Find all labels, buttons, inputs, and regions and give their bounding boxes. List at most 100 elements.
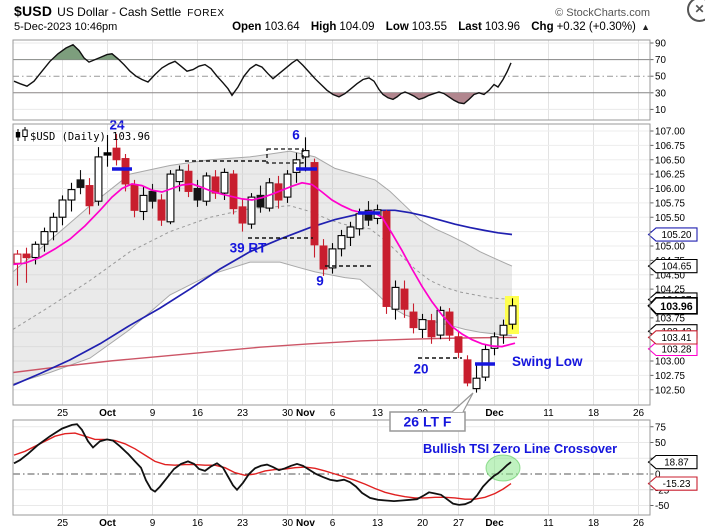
svg-text:75: 75: [655, 422, 666, 433]
svg-text:18.87: 18.87: [664, 458, 689, 469]
count-label: 6: [292, 128, 300, 143]
high-value: 104.09: [339, 21, 375, 33]
sma50-line: [12, 209, 513, 386]
candle-body: [283, 173, 292, 198]
svg-text:102.75: 102.75: [655, 371, 686, 382]
close-icon[interactable]: ✕: [687, 0, 705, 22]
low-label: Low: [385, 21, 409, 33]
copyright: © StockCharts.com: [555, 7, 650, 19]
svg-text:26: 26: [633, 408, 645, 419]
candle-body: [220, 171, 229, 194]
candle-body: [508, 305, 517, 325]
svg-text:103.00: 103.00: [655, 357, 686, 368]
open-value: 103.64: [264, 21, 300, 33]
panel-border: [12, 39, 651, 121]
candle-body: [238, 206, 247, 224]
candle-body: [490, 336, 499, 349]
candle-body: [436, 309, 445, 336]
up-triangle-icon: ▲: [641, 22, 650, 32]
candle-body: [166, 173, 175, 223]
band-upper: [12, 150, 513, 273]
candle-body: [157, 199, 166, 221]
candle-body: [103, 152, 112, 156]
exchange-label: FOREX: [187, 8, 225, 19]
svg-text:Nov: Nov: [296, 408, 315, 419]
candle-body: [355, 213, 364, 230]
callout-26ltf: 26 LT F: [389, 392, 474, 432]
candle-body: [31, 243, 40, 259]
svg-text:11: 11: [543, 518, 554, 529]
svg-text:27: 27: [453, 518, 465, 529]
open-label: Open: [232, 21, 262, 33]
momentum-line: [13, 43, 512, 105]
high-label: High: [310, 21, 337, 33]
svg-text:18: 18: [588, 408, 600, 419]
candle-body: [391, 286, 400, 310]
svg-text:26: 26: [633, 518, 645, 529]
last-value: 103.96: [484, 21, 521, 33]
svg-text:6: 6: [330, 408, 336, 419]
price-panel: 24 6 39 RT 9 20 Swing Low $USD (Daily) 103.96 1…: [12, 118, 698, 396]
dashed-box: [266, 148, 304, 164]
chg-label: Chg: [531, 21, 554, 33]
title-row: $USD US Dollar - Cash Settle FOREX © Sto…: [14, 3, 650, 19]
candle-body: [211, 176, 220, 194]
candle-body: [121, 158, 130, 185]
svg-text:13: 13: [372, 518, 384, 529]
svg-text:Oct: Oct: [99, 408, 116, 419]
candle-body: [382, 210, 391, 307]
svg-text:105.00: 105.00: [655, 242, 686, 253]
count-label: 24: [109, 118, 125, 133]
svg-text:20: 20: [417, 518, 429, 529]
candle-body: [175, 169, 184, 183]
candle-body: [319, 245, 328, 270]
candle-body: [67, 189, 76, 201]
count-label: 9: [316, 274, 324, 289]
svg-text:105.50: 105.50: [655, 213, 686, 224]
svg-text:102.50: 102.50: [655, 385, 686, 396]
last-label: Last: [458, 21, 482, 33]
low-value: 103.55: [411, 21, 447, 33]
candle-body: [472, 377, 481, 390]
candle-body: [58, 199, 67, 218]
candle-body: [346, 226, 355, 238]
svg-text:30: 30: [655, 88, 666, 99]
svg-text:23: 23: [237, 518, 249, 529]
gridlines: [62, 40, 639, 515]
svg-text:107.00: 107.00: [655, 127, 686, 138]
candle-body: [499, 324, 508, 336]
svg-text:16: 16: [192, 408, 204, 419]
svg-text:105.75: 105.75: [655, 198, 686, 209]
svg-text:104.65: 104.65: [662, 262, 693, 273]
symbol-name: US Dollar - Cash Settle: [57, 5, 182, 19]
svg-text:25: 25: [57, 518, 69, 529]
svg-text:Dec: Dec: [485, 408, 504, 419]
svg-text:70: 70: [655, 55, 666, 66]
svg-text:103.28: 103.28: [662, 344, 693, 355]
candle-body: [130, 184, 139, 211]
svg-text:105.20: 105.20: [662, 230, 693, 241]
svg-text:30: 30: [282, 408, 294, 419]
callout-tail: [451, 392, 474, 413]
panel-border: [12, 123, 651, 406]
candle-body: [40, 231, 49, 245]
candle-body: [193, 187, 202, 201]
candle-body: [463, 359, 472, 384]
svg-text:-50: -50: [655, 501, 670, 512]
svg-text:106.00: 106.00: [655, 184, 686, 195]
candle-body: [337, 235, 346, 250]
candle-body: [112, 147, 121, 161]
candle-body: [13, 253, 22, 264]
ema-line: [12, 181, 516, 348]
svg-text:13: 13: [372, 408, 384, 419]
sma200-line: [12, 336, 518, 374]
candle-body: [427, 320, 436, 338]
candle-body: [364, 209, 373, 221]
svg-text:90: 90: [655, 39, 666, 50]
svg-text:Oct: Oct: [99, 518, 116, 529]
callout-text: 26 LT F: [404, 414, 452, 430]
svg-text:103.75: 103.75: [655, 313, 686, 324]
candle-body: [49, 216, 58, 233]
